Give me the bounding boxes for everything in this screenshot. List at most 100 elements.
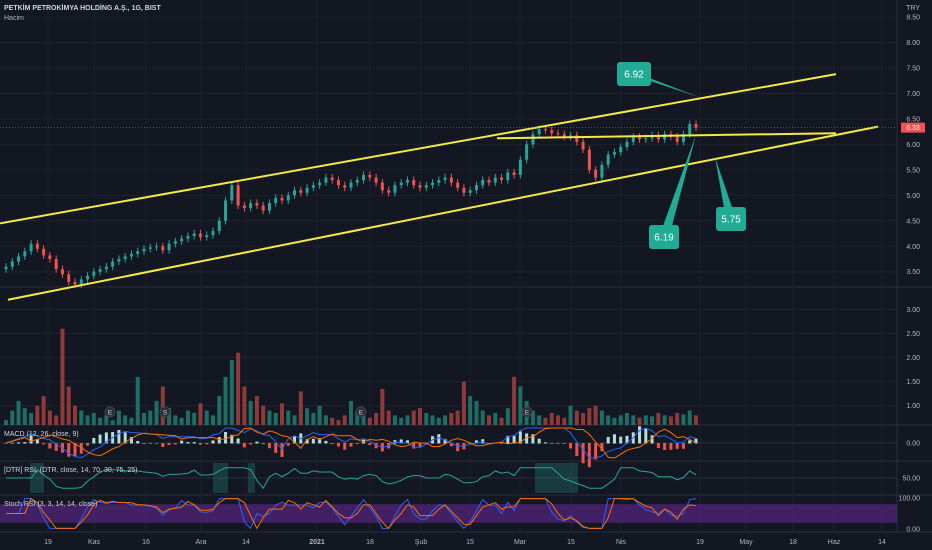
candle[interactable]: [4, 266, 8, 270]
candle[interactable]: [205, 235, 209, 238]
candle[interactable]: [525, 144, 529, 160]
candle[interactable]: [67, 274, 71, 282]
candle[interactable]: [148, 247, 152, 249]
candle[interactable]: [688, 124, 692, 135]
upper-channel-line[interactable]: [0, 73, 837, 225]
candle[interactable]: [111, 261, 115, 267]
candle[interactable]: [211, 230, 215, 236]
candle[interactable]: [562, 134, 566, 137]
candle[interactable]: [192, 233, 196, 237]
candle[interactable]: [462, 187, 466, 193]
candle[interactable]: [474, 185, 478, 191]
candle[interactable]: [48, 255, 52, 259]
candle[interactable]: [556, 133, 560, 135]
candle[interactable]: [167, 243, 171, 251]
candle[interactable]: [274, 197, 278, 203]
candle[interactable]: [42, 248, 46, 256]
candle[interactable]: [368, 174, 372, 178]
candle[interactable]: [543, 129, 547, 131]
candle[interactable]: [619, 146, 623, 153]
candle[interactable]: [512, 172, 516, 175]
candle[interactable]: [286, 195, 290, 201]
candle[interactable]: [17, 256, 21, 262]
candle[interactable]: [217, 220, 221, 231]
candle[interactable]: [487, 180, 491, 183]
candle[interactable]: [694, 124, 698, 128]
candle[interactable]: [293, 190, 297, 196]
candle[interactable]: [267, 202, 271, 211]
candle[interactable]: [424, 185, 428, 188]
candle[interactable]: [249, 202, 253, 209]
support-line[interactable]: [496, 132, 837, 140]
candle[interactable]: [418, 185, 422, 188]
candle[interactable]: [600, 164, 604, 178]
candle[interactable]: [518, 159, 522, 175]
candle[interactable]: [92, 271, 96, 276]
candle[interactable]: [675, 136, 679, 142]
candle[interactable]: [60, 269, 64, 275]
candle[interactable]: [631, 136, 635, 142]
candle[interactable]: [54, 258, 58, 270]
candle[interactable]: [399, 182, 403, 186]
candle[interactable]: [656, 135, 660, 140]
candle[interactable]: [355, 180, 359, 183]
candle[interactable]: [136, 251, 140, 254]
candle[interactable]: [161, 246, 165, 251]
callout-575-box[interactable]: [716, 207, 746, 231]
candle[interactable]: [23, 251, 27, 257]
candle[interactable]: [531, 134, 535, 145]
callout-619-box[interactable]: [649, 225, 679, 249]
candle[interactable]: [242, 205, 246, 209]
dtr-rsi-label[interactable]: [DTR] RSI, (DTR, close, 14, 70, 30, 75, …: [4, 467, 138, 474]
callout-692-box[interactable]: [617, 62, 651, 86]
candle[interactable]: [198, 233, 202, 238]
event-marker[interactable]: [159, 406, 171, 418]
candle[interactable]: [173, 241, 177, 244]
candle[interactable]: [230, 185, 234, 201]
candle[interactable]: [86, 275, 90, 280]
candle[interactable]: [324, 177, 328, 183]
candle[interactable]: [79, 279, 83, 285]
candle[interactable]: [343, 185, 347, 188]
event-marker[interactable]: [104, 406, 116, 418]
candle[interactable]: [500, 177, 504, 181]
candle[interactable]: [443, 177, 447, 181]
candle[interactable]: [612, 152, 616, 155]
candle[interactable]: [644, 138, 648, 140]
candle[interactable]: [35, 243, 39, 249]
candle[interactable]: [299, 190, 303, 193]
candle[interactable]: [681, 134, 685, 142]
candle[interactable]: [98, 269, 102, 272]
candle[interactable]: [236, 185, 240, 206]
candle[interactable]: [73, 281, 77, 285]
candle[interactable]: [123, 256, 127, 259]
event-marker[interactable]: [355, 406, 367, 418]
candle[interactable]: [362, 174, 366, 181]
candle[interactable]: [606, 154, 610, 165]
candle[interactable]: [261, 205, 265, 211]
candle[interactable]: [224, 200, 228, 221]
candle[interactable]: [29, 243, 33, 252]
event-marker[interactable]: [521, 406, 533, 418]
candle[interactable]: [625, 141, 629, 147]
candle[interactable]: [537, 129, 541, 135]
macd-label[interactable]: MACD (12, 26, close, 9): [4, 431, 79, 438]
candle[interactable]: [456, 182, 460, 188]
candle[interactable]: [437, 180, 441, 183]
candle[interactable]: [104, 266, 108, 270]
candle[interactable]: [405, 180, 409, 183]
candle[interactable]: [305, 187, 309, 193]
lower-channel-line[interactable]: [7, 125, 879, 301]
candle[interactable]: [142, 248, 146, 252]
candle[interactable]: [569, 135, 573, 137]
candle[interactable]: [393, 185, 397, 193]
candle[interactable]: [506, 172, 510, 181]
candle[interactable]: [594, 169, 598, 178]
candle[interactable]: [587, 149, 591, 170]
candle[interactable]: [186, 236, 190, 239]
candle[interactable]: [155, 246, 159, 248]
candle[interactable]: [481, 180, 485, 186]
stoch-rsi-label[interactable]: Stoch RSI (3, 3, 14, 14, close): [4, 501, 98, 508]
